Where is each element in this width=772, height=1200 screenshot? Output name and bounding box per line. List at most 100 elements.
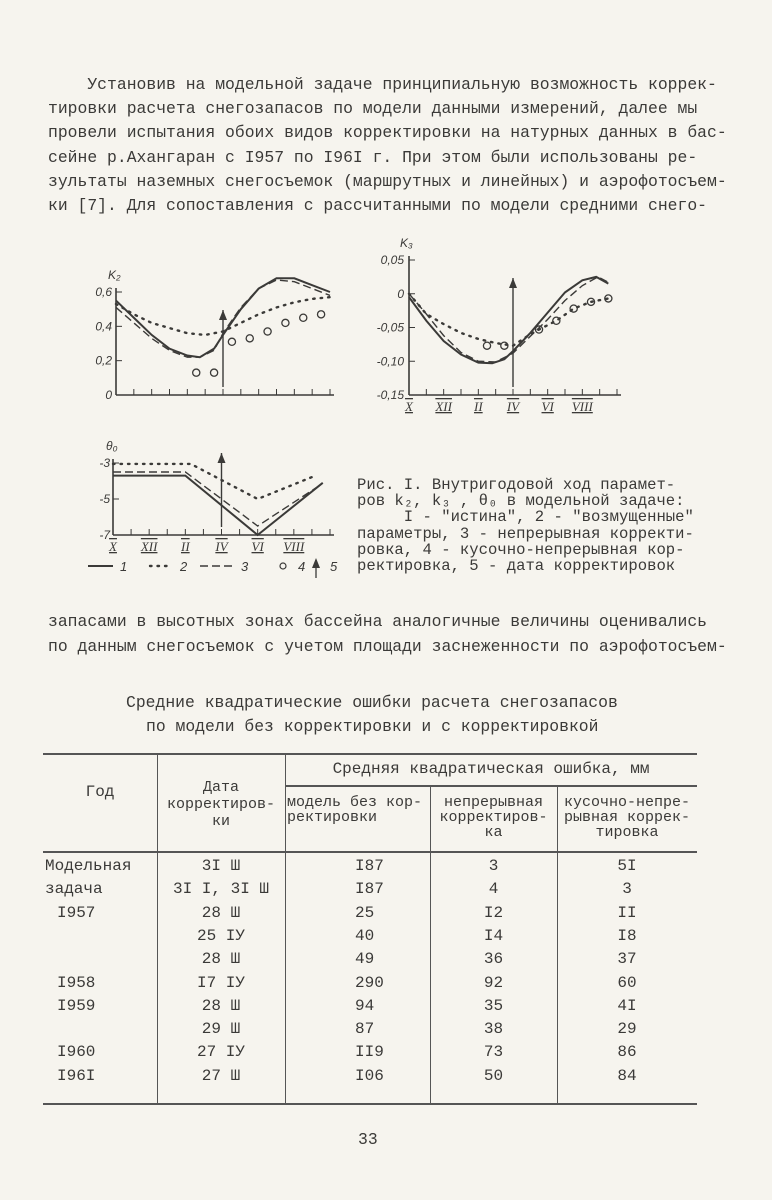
cell-model: 49 bbox=[355, 950, 375, 969]
cell-date: 28 Ш bbox=[201, 950, 241, 969]
cell-model: 25 bbox=[355, 903, 375, 922]
x-tick-label: IV bbox=[214, 539, 229, 554]
cell-date: 28 Ш bbox=[201, 996, 241, 1015]
data-point-4 bbox=[209, 368, 219, 377]
cell-date: 29 Ш bbox=[201, 1020, 241, 1039]
x-tick-label: VI bbox=[542, 399, 555, 414]
cell-year: задача bbox=[45, 880, 103, 899]
table-top-rule bbox=[43, 753, 697, 755]
cell-continuous: I4 bbox=[483, 926, 504, 945]
header-continuous: непрерывная корректиров- ка bbox=[439, 794, 548, 841]
series-3-line bbox=[113, 471, 322, 527]
data-point-4 bbox=[298, 313, 308, 322]
caption-line: Рис. I. Внутригодовой ход парамет- bbox=[357, 476, 676, 494]
cell-continuous: 92 bbox=[483, 973, 504, 992]
cell-year: I96I bbox=[57, 1066, 96, 1085]
data-point-4 bbox=[500, 341, 509, 350]
column-divider bbox=[285, 754, 286, 1104]
x-tick-label: VIII bbox=[283, 539, 305, 554]
cell-continuous: I2 bbox=[483, 903, 504, 922]
y-axis-label: K₃ bbox=[400, 236, 413, 250]
series-1-line bbox=[113, 474, 324, 537]
header-year: Год bbox=[85, 783, 115, 801]
cell-piecewise: 60 bbox=[617, 973, 637, 992]
y-axis-label: K₂ bbox=[108, 268, 121, 282]
cell-year: I960 bbox=[57, 1043, 96, 1062]
x-tick-label: II bbox=[180, 539, 190, 554]
cell-model: I87 bbox=[355, 880, 384, 899]
cell-piecewise: 5I bbox=[617, 857, 637, 875]
table-header-rule bbox=[43, 851, 697, 853]
table-title-line-1: Средние квадратические ошибки расчета сн… bbox=[126, 693, 618, 712]
header-group: Средняя квадратическая ошибка, мм bbox=[332, 760, 650, 778]
x-tick-label: II bbox=[473, 399, 483, 414]
y-axis-label: θ₀ bbox=[106, 439, 118, 453]
legend-label-3: 3 bbox=[241, 559, 249, 574]
data-point-4 bbox=[191, 368, 201, 377]
column-divider bbox=[430, 786, 431, 1104]
caption-line: ректировка, 5 - дата корректировок bbox=[357, 557, 676, 575]
y-tick-label: -0,10 bbox=[377, 354, 405, 368]
y-tick-label: -5 bbox=[99, 492, 110, 506]
data-point-4 bbox=[586, 297, 596, 307]
cell-continuous: 36 bbox=[483, 950, 504, 969]
y-tick-label: -7 bbox=[99, 528, 111, 542]
arrow-up-icon bbox=[312, 558, 320, 568]
data-point-4 bbox=[263, 327, 272, 336]
header-model: модель без кор- ректировки bbox=[287, 794, 423, 826]
bot-par-line: по данным снегосъемок с учетом площади з… bbox=[48, 637, 727, 656]
x-tick-label: VI bbox=[252, 539, 265, 554]
top-par-line: провели испытания обоих видов корректиро… bbox=[48, 123, 727, 143]
top-par-line: зультаты наземных снегосъемок (маршрутны… bbox=[48, 171, 727, 191]
legend-label-4: 4 bbox=[298, 559, 305, 574]
cell-year: I958 bbox=[57, 973, 96, 992]
cell-date: I7 IУ bbox=[196, 973, 245, 992]
cell-model: II9 bbox=[355, 1043, 384, 1062]
cell-year: I959 bbox=[57, 996, 96, 1015]
cell-model: I87 bbox=[355, 857, 384, 875]
y-tick-label: -3 bbox=[99, 456, 110, 470]
cell-date: 3I Ш bbox=[201, 857, 241, 875]
cell-continuous: 3 bbox=[488, 857, 499, 875]
series-2-line bbox=[407, 292, 610, 347]
top-par-line: Установив на модельной задаче принципиал… bbox=[48, 75, 717, 94]
column-divider bbox=[157, 754, 158, 1104]
cell-continuous: 73 bbox=[483, 1043, 504, 1062]
y-tick-label: -0,05 bbox=[377, 321, 405, 335]
y-tick-label: 0 bbox=[397, 287, 404, 301]
y-tick-label: 0,2 bbox=[95, 354, 112, 368]
cell-date: 25 IУ bbox=[196, 926, 245, 945]
data-point-4 bbox=[569, 304, 578, 313]
header-piecewise: кусочно-непре- рывная коррек- тировка bbox=[563, 794, 691, 841]
data-point-4 bbox=[552, 316, 561, 325]
data-point-4 bbox=[227, 337, 237, 347]
legend-circle-swatch bbox=[279, 562, 287, 570]
legend-label-5: 5 bbox=[330, 559, 338, 574]
cell-continuous: 4 bbox=[488, 880, 499, 899]
data-point-4 bbox=[534, 325, 544, 334]
caption-line: параметры, 3 - непрерывная корректи- bbox=[357, 524, 694, 543]
bot-par-line: запасами в высотных зонах бассейна анало… bbox=[48, 612, 708, 631]
cell-piecewise: 4I bbox=[617, 996, 637, 1015]
cell-piecewise: II bbox=[617, 903, 637, 922]
cell-model: 40 bbox=[355, 926, 375, 945]
cell-date: 28 Ш bbox=[201, 903, 241, 922]
legend-label-1: 1 bbox=[120, 559, 127, 574]
x-tick-label: VIII bbox=[572, 399, 594, 414]
column-divider bbox=[557, 786, 558, 1104]
cell-piecewise: 84 bbox=[617, 1066, 637, 1085]
header-date: Дата корректиров- ки bbox=[166, 779, 276, 830]
series-3-line bbox=[115, 279, 331, 358]
top-par-line: тировки расчета снегозапасов по модели д… bbox=[48, 99, 698, 119]
arrow-head-icon bbox=[219, 310, 227, 320]
table-group-rule bbox=[285, 785, 697, 787]
caption-line: ровка, 4 - кусочно-непрерывная кор- bbox=[357, 540, 685, 559]
data-point-4 bbox=[316, 310, 326, 319]
legend: 1 2 3 4 5 bbox=[88, 558, 338, 578]
top-par-line: ки [7]. Для сопоставления с рассчитанным… bbox=[48, 196, 708, 215]
cell-model: 87 bbox=[355, 1020, 375, 1039]
series-2-line bbox=[111, 462, 317, 501]
data-point-4 bbox=[281, 318, 290, 328]
chart-3: -3 -5 -7 θ₀ X XII II IV VI VIII bbox=[99, 439, 334, 554]
